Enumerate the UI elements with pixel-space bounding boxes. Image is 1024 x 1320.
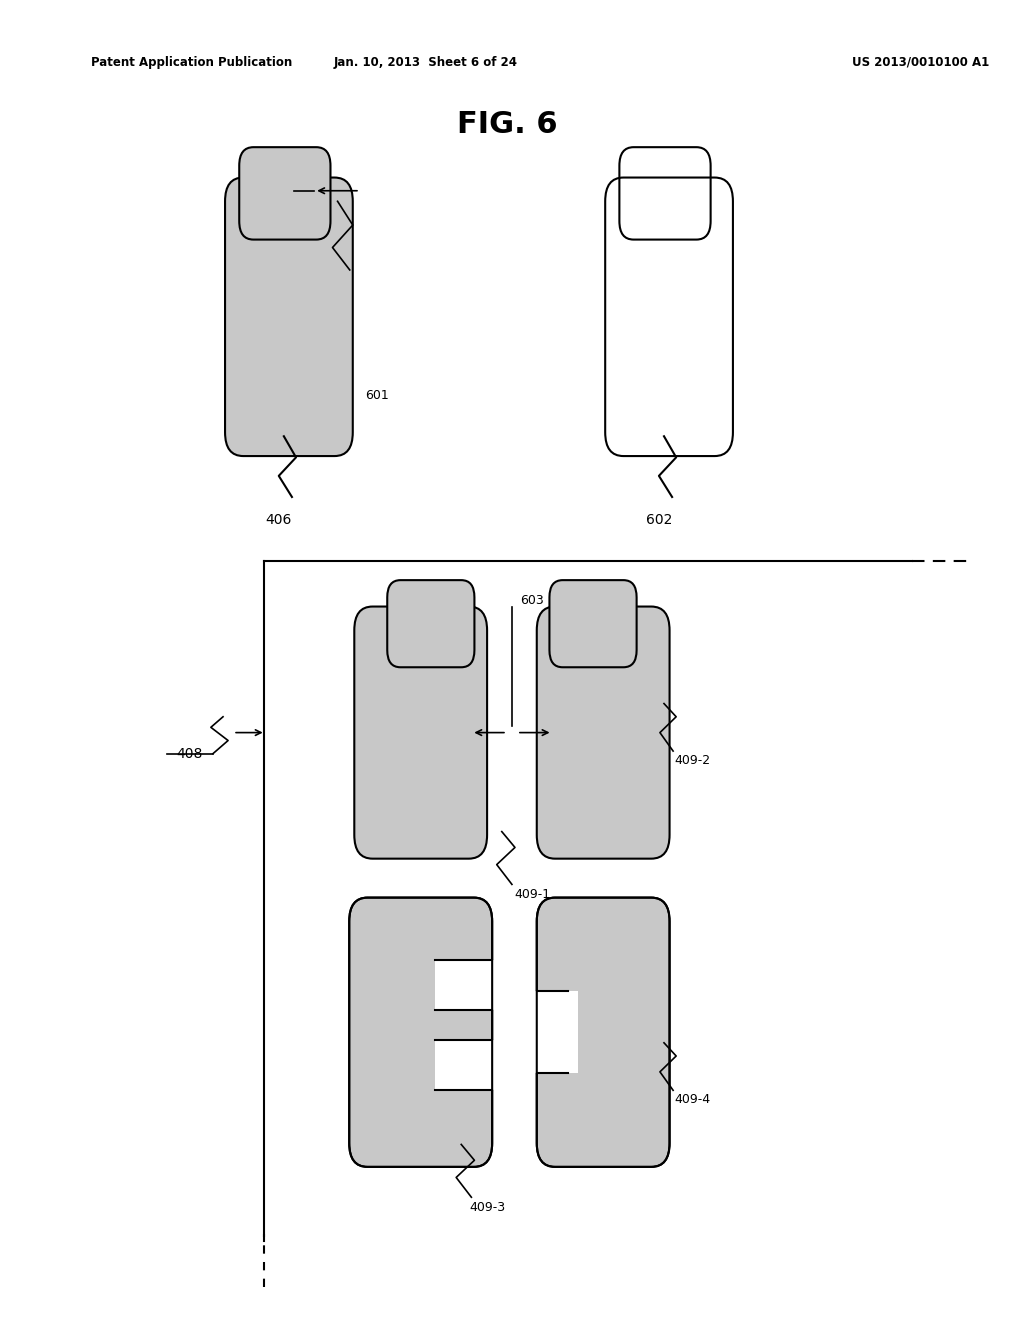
Bar: [435, 1040, 500, 1090]
Bar: [406, 628, 455, 655]
Text: 603: 603: [520, 594, 544, 607]
Bar: [639, 197, 691, 226]
FancyBboxPatch shape: [354, 607, 487, 859]
Text: 602: 602: [646, 513, 672, 527]
Text: 409-3: 409-3: [469, 1201, 506, 1214]
Bar: [529, 991, 579, 1073]
Bar: [567, 628, 616, 655]
Text: US 2013/0010100 A1: US 2013/0010100 A1: [852, 55, 989, 69]
FancyBboxPatch shape: [537, 898, 670, 1167]
Text: FIG. 6: FIG. 6: [457, 110, 557, 139]
Text: Jan. 10, 2013  Sheet 6 of 24: Jan. 10, 2013 Sheet 6 of 24: [334, 55, 518, 69]
Text: 409-4: 409-4: [674, 1093, 711, 1106]
Text: Patent Application Publication: Patent Application Publication: [91, 55, 293, 69]
Text: 409-1: 409-1: [514, 888, 550, 902]
Text: 601: 601: [365, 389, 389, 403]
Bar: [435, 960, 500, 1010]
FancyBboxPatch shape: [537, 607, 670, 859]
FancyBboxPatch shape: [387, 581, 474, 668]
Text: 408: 408: [176, 747, 203, 760]
FancyBboxPatch shape: [550, 581, 637, 668]
FancyBboxPatch shape: [240, 148, 331, 240]
Text: 409-2: 409-2: [674, 754, 711, 767]
Text: 406: 406: [265, 513, 292, 527]
FancyBboxPatch shape: [349, 898, 493, 1167]
Bar: [258, 197, 311, 226]
FancyBboxPatch shape: [225, 178, 353, 457]
